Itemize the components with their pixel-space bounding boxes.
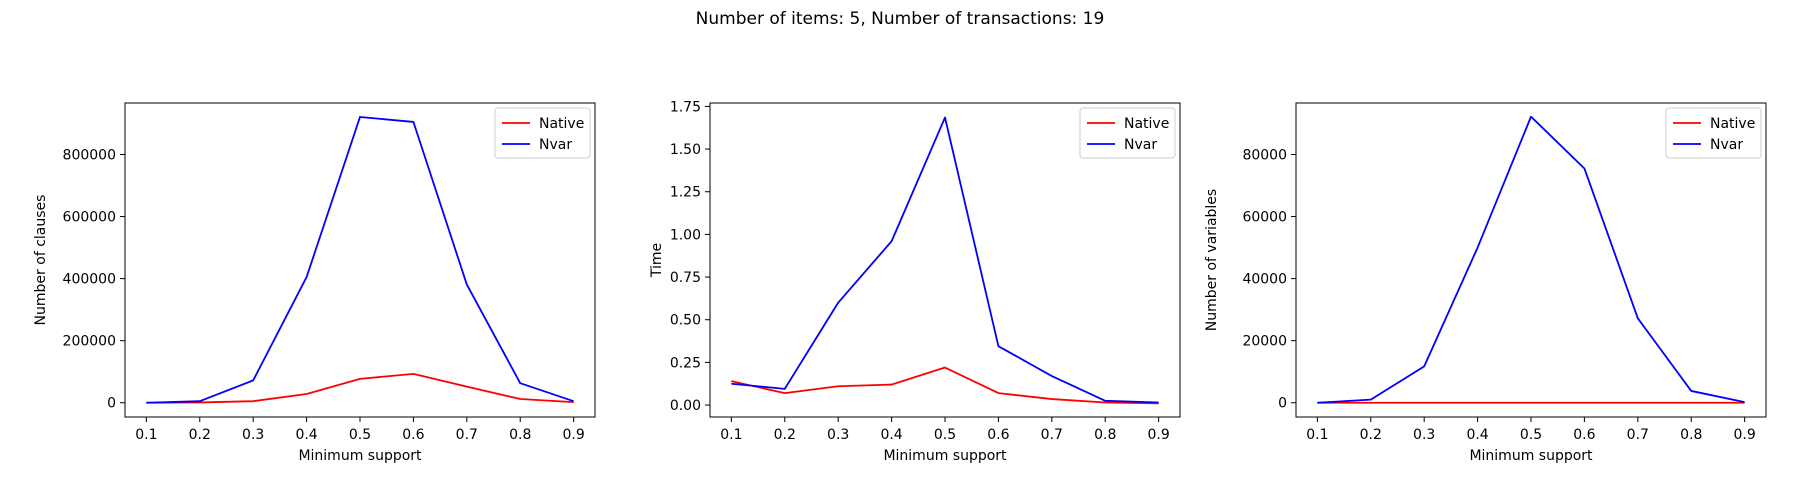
y-tick-label: 600000 [63, 210, 116, 226]
y-axis-label: Number of variables [1204, 189, 1220, 331]
x-tick-label: 0.3 [827, 427, 849, 443]
legend-label: Native [539, 116, 584, 132]
x-tick-label: 0.5 [349, 427, 371, 443]
series-line-nvar [1317, 115, 1745, 404]
y-tick-label: 1.25 [670, 185, 701, 201]
x-tick-label: 0.1 [1306, 427, 1328, 443]
legend-box [1079, 107, 1176, 159]
y-tick-label: 20000 [1242, 334, 1287, 350]
subplot-3: 0.1 0.2 0.3 0.4 0.5 0.6 0.7 0.8 0.9 0 20000 40000 60… [1204, 102, 1767, 464]
x-tick-label: 0.7 [456, 427, 478, 443]
y-tick-label: 1.00 [670, 227, 701, 243]
x-tick-label: 0.4 [880, 427, 902, 443]
x-tick-label: 0.4 [295, 427, 317, 443]
legend-box [1665, 107, 1762, 159]
subplot-1: 0.1 0.2 0.3 0.4 0.5 0.6 0.7 0.8 0.9 0 200000 400000… [33, 102, 596, 464]
x-tick-label: 0.1 [720, 427, 742, 443]
series-line-native [146, 372, 574, 404]
x-tick-label: 0.8 [509, 427, 531, 443]
x-tick-label: 0.2 [774, 427, 796, 443]
x-tick-label: 0.6 [402, 427, 424, 443]
x-tick-label: 0.2 [189, 427, 211, 443]
x-tick-label: 0.8 [1094, 427, 1116, 443]
legend: Native Nvar [1665, 107, 1762, 159]
x-tick-label: 0.8 [1680, 427, 1702, 443]
x-tick-label: 0.9 [1148, 427, 1170, 443]
y-axis-label: Time [649, 243, 665, 278]
x-tick-label: 0.6 [1573, 427, 1595, 443]
y-tick-label: 0.75 [670, 270, 701, 286]
y-tick-label: 40000 [1242, 272, 1287, 288]
y-tick-label: 0 [1278, 396, 1287, 412]
x-tick-label: 0.5 [1520, 427, 1542, 443]
x-tick-label: 0.7 [1041, 427, 1063, 443]
y-axis-label: Number of clauses [33, 195, 49, 326]
figure-title: Number of items: 5, Number of transactio… [696, 9, 1105, 29]
x-tick-label: 0.3 [1413, 427, 1435, 443]
x-tick-label: 0.6 [987, 427, 1009, 443]
legend-label: Nvar [539, 137, 572, 153]
x-axis-label: Minimum support [1469, 448, 1593, 464]
legend-label: Nvar [1710, 137, 1743, 153]
series-line-nvar [146, 116, 574, 404]
x-tick-label: 0.4 [1466, 427, 1488, 443]
y-tick-label: 0.00 [670, 398, 701, 414]
y-tick-label: 1.50 [670, 142, 701, 158]
plot-frame [124, 102, 596, 418]
y-tick-label: 0.50 [670, 313, 701, 329]
y-tick-label: 60000 [1242, 210, 1287, 226]
y-tick-label: 1.75 [670, 99, 701, 115]
x-tick-label: 0.5 [934, 427, 956, 443]
y-tick-label: 400000 [63, 272, 116, 288]
series-line-nvar [731, 116, 1159, 404]
x-tick-label: 0.2 [1360, 427, 1382, 443]
legend-label: Native [1124, 116, 1169, 132]
y-tick-label: 800000 [63, 148, 116, 164]
x-tick-label: 0.7 [1627, 427, 1649, 443]
x-tick-label: 0.9 [1734, 427, 1756, 443]
legend-box [494, 107, 591, 159]
legend-label: Nvar [1124, 137, 1157, 153]
subplot-2: 0.1 0.2 0.3 0.4 0.5 0.6 0.7 0.8 0.9 0.00 0.25 0.50 0… [649, 99, 1181, 464]
y-tick-label: 0 [107, 396, 116, 412]
x-axis-label: Minimum support [298, 448, 422, 464]
plot-frame [709, 102, 1181, 418]
legend: Native Nvar [1079, 107, 1176, 159]
x-tick-label: 0.9 [563, 427, 585, 443]
plot-frame [1295, 102, 1767, 418]
series-line-native [731, 366, 1159, 405]
x-tick-label: 0.1 [135, 427, 157, 443]
y-tick-label: 80000 [1242, 148, 1287, 164]
x-tick-label: 0.3 [242, 427, 264, 443]
legend: Native Nvar [494, 107, 591, 159]
y-tick-label: 200000 [63, 334, 116, 350]
y-tick-label: 0.25 [670, 355, 701, 371]
x-axis-label: Minimum support [883, 448, 1007, 464]
legend-label: Native [1710, 116, 1755, 132]
